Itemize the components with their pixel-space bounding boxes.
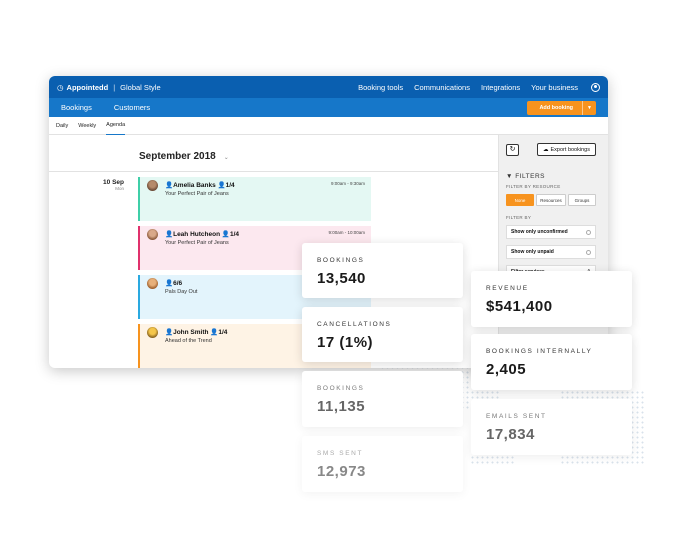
brand-logo: Appointedd — [66, 82, 109, 92]
booking-service: Ahead of the Trend — [165, 338, 212, 344]
nav-communications[interactable]: Communications — [414, 82, 470, 92]
subnav-bookings[interactable]: Bookings — [61, 103, 92, 112]
filter-by-resource-label: FILTER BY RESOURCE — [506, 184, 561, 189]
stat-value: 17,834 — [486, 426, 535, 443]
stat-label: EMAILS SENT — [486, 413, 547, 420]
brand-separator: | — [113, 82, 116, 92]
avatar — [147, 327, 158, 338]
show-only-unpaid-toggle[interactable]: Show only unpaid — [506, 245, 596, 259]
avatar — [147, 180, 158, 191]
month-selector[interactable]: September 2018 ⌄ — [139, 151, 229, 162]
option-label: Show only unconfirmed — [511, 229, 568, 235]
booking-title: 👤6/6 — [165, 280, 183, 287]
stat-label: CANCELLATIONS — [317, 321, 392, 328]
add-booking-button[interactable]: Add booking ▼ — [527, 100, 596, 115]
stat-value: 2,405 — [486, 361, 527, 378]
booking-title: 👤Leah Hutcheon 👤1/4 — [165, 231, 239, 238]
filters-sidebar: ↻ ☁ Export bookings ▼ FILTERS FILTER BY … — [498, 135, 608, 368]
month-label: September 2018 — [139, 151, 216, 162]
stat-value: $541,400 — [486, 298, 553, 315]
refresh-icon[interactable]: ↻ — [506, 144, 519, 156]
stat-value: 17 (1%) — [317, 334, 374, 351]
resource-segmented-control: None Resources Groups — [506, 194, 596, 206]
stat-label: BOOKINGS — [317, 385, 365, 392]
booking-service: Your Perfect Pair of Jeans — [165, 240, 229, 246]
day-weekday: Mon — [115, 186, 124, 191]
top-navigation-bar: ◷ Appointedd | Global Style Booking tool… — [49, 76, 608, 98]
user-account-icon[interactable] — [591, 82, 600, 92]
avatar — [147, 229, 158, 240]
export-bookings-button[interactable]: ☁ Export bookings — [537, 143, 596, 156]
show-only-unconfirmed-toggle[interactable]: Show only unconfirmed — [506, 225, 596, 239]
resource-option-groups[interactable]: Groups — [568, 194, 596, 206]
stat-card-cancellations: CANCELLATIONS 17 (1%) — [302, 307, 463, 362]
chevron-down-icon[interactable]: ▼ — [582, 100, 596, 115]
filters-title: ▼ FILTERS — [506, 173, 545, 180]
stat-value: 11,135 — [317, 398, 366, 415]
add-booking-label: Add booking — [539, 104, 574, 111]
stat-label: BOOKINGS INTERNALLY — [486, 348, 593, 355]
stat-label: BOOKINGS — [317, 257, 365, 264]
stat-card-sms-sent: SMS SENT 12,973 — [302, 436, 463, 492]
resource-option-resources[interactable]: Resources — [536, 194, 566, 206]
tab-daily[interactable]: Daily — [56, 122, 69, 129]
stat-card-emails-sent: EMAILS SENT 17,834 — [471, 399, 632, 455]
filter-funnel-icon: ▼ — [506, 173, 516, 180]
main-nav: Booking tools Communications Integration… — [358, 82, 600, 92]
toggle-circle-icon — [586, 229, 591, 235]
view-tabs: Daily Weekly Agenda — [49, 117, 608, 135]
workspace-name[interactable]: Global Style — [120, 82, 161, 92]
booking-service: Your Perfect Pair of Jeans — [165, 191, 229, 197]
chevron-down-icon: ⌄ — [223, 155, 229, 161]
divider — [49, 171, 498, 172]
day-label: 10 Sep Mon — [94, 179, 124, 191]
option-label: Show only unpaid — [511, 249, 554, 255]
stat-card-revenue: REVENUE $541,400 — [471, 271, 632, 327]
booking-time: 9:00am - 10:00am — [328, 230, 365, 235]
stat-label: REVENUE — [486, 285, 529, 292]
nav-your-business[interactable]: Your business — [531, 82, 578, 92]
brand: ◷ Appointedd | Global Style — [57, 83, 161, 92]
export-label: Export bookings — [550, 146, 590, 153]
cloud-download-icon: ☁ — [543, 146, 549, 153]
nav-booking-tools[interactable]: Booking tools — [358, 82, 404, 92]
resource-option-none[interactable]: None — [506, 194, 534, 206]
avatar — [147, 278, 158, 289]
tab-weekly[interactable]: Weekly — [78, 122, 97, 129]
stat-card-bookings: BOOKINGS 13,540 — [302, 243, 463, 298]
tab-agenda[interactable]: Agenda — [106, 117, 126, 135]
stat-label: SMS SENT — [317, 450, 364, 457]
booking-card[interactable]: 👤Amelia Banks 👤1/4 Your Perfect Pair of … — [138, 177, 371, 221]
day-date: 10 Sep — [103, 179, 124, 186]
booking-service: Pals Day Out — [165, 289, 198, 295]
nav-integrations[interactable]: Integrations — [480, 82, 521, 92]
clock-logo-icon: ◷ — [57, 82, 64, 92]
booking-title: 👤John Smith 👤1/4 — [165, 329, 228, 336]
booking-time: 9:00am - 9:30am — [330, 181, 365, 186]
stat-value: 12,973 — [317, 463, 366, 480]
subnav-customers[interactable]: Customers — [113, 103, 151, 112]
stat-card-bookings-internally: BOOKINGS INTERNALLY 2,405 — [471, 334, 632, 390]
booking-title: 👤Amelia Banks 👤1/4 — [165, 182, 235, 189]
app-window: ◷ Appointedd | Global Style Booking tool… — [49, 76, 608, 368]
stat-value: 13,540 — [317, 270, 366, 287]
stat-card-bookings-secondary: BOOKINGS 11,135 — [302, 371, 463, 427]
toggle-circle-icon — [586, 249, 591, 255]
filter-by-label: FILTER BY — [506, 215, 532, 220]
sub-navigation-bar: Bookings Customers Add booking ▼ — [49, 98, 608, 117]
